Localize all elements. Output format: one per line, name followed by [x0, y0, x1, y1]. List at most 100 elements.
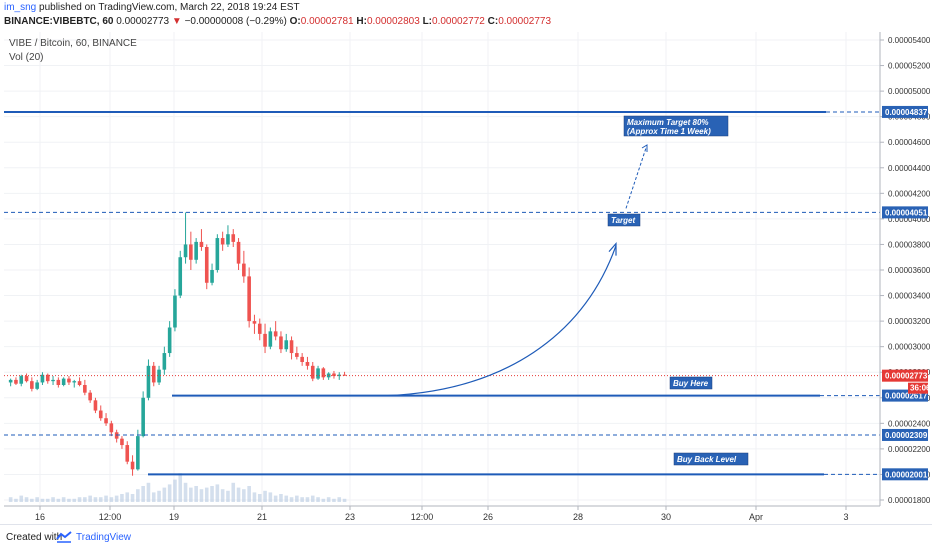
volume-bar: [104, 495, 108, 502]
y-tick-label: 0.00004600: [888, 138, 931, 147]
candle-body: [183, 244, 188, 258]
last-price: 0.00002773: [116, 16, 170, 27]
volume-bar: [61, 497, 66, 502]
volume-bar: [220, 489, 225, 502]
annotation-labels: Maximum Target 80%(Approx Time 1 Week) Ta…: [607, 115, 749, 466]
projection-curve: [387, 144, 648, 397]
candle-body: [194, 241, 198, 260]
last-price-label: 0.00002773: [885, 372, 928, 381]
created-with-text: Created with: [6, 532, 63, 543]
target-price-label-bg: [882, 206, 928, 219]
x-tick-label: 26: [483, 512, 493, 522]
volume-bar: [130, 494, 135, 502]
x-tick-label: 12:00: [99, 512, 122, 522]
volume-legend[interactable]: Vol (20): [9, 52, 44, 63]
ohlc-header: BINANCE:VIBEBTC, 60 0.00002773 ▼ −0.0000…: [4, 16, 551, 27]
candle-body: [136, 436, 140, 470]
y-tick-label: 0.00004000: [888, 215, 931, 224]
candle-body: [300, 356, 304, 362]
x-tick-label: 30: [661, 512, 671, 522]
volume-bar: [310, 495, 315, 502]
candle-body: [236, 241, 241, 264]
high-value: 0.00002803: [366, 16, 420, 27]
candle-body: [56, 379, 61, 385]
volume-bar: [204, 487, 209, 502]
volume-bar: [289, 497, 294, 502]
max-target-price-label: 0.00004837: [885, 108, 928, 117]
buy-here-annotation-bg: [669, 376, 713, 390]
author-link[interactable]: im_sng: [4, 2, 37, 13]
volume-bar: [215, 484, 220, 502]
projection-arrowhead: [608, 242, 617, 256]
candle-body: [252, 321, 257, 324]
volume-bar: [321, 498, 326, 502]
candle-body: [120, 438, 124, 446]
chart-area[interactable]: Maximum Target 80% (Approx Time 1 Week) Ta…: [4, 32, 932, 524]
buy-back-price-label-bg: [882, 468, 928, 481]
volume-bar: [67, 498, 71, 502]
down-arrow-icon: ▼: [171, 16, 182, 27]
low-label: L:: [422, 16, 433, 27]
symbol-label: BINANCE:VIBEBTC, 60: [4, 16, 114, 27]
candle-body: [305, 362, 310, 366]
low-value: 0.00002772: [432, 16, 485, 27]
x-tick-label: 16: [35, 512, 45, 522]
candle-body: [14, 379, 18, 384]
candle-body: [130, 461, 135, 470]
y-tick-label: 0.00002400: [888, 419, 931, 428]
volume-bar: [83, 497, 87, 502]
tradingview-brand[interactable]: TradingView: [76, 532, 132, 543]
volume-bar: [189, 487, 193, 502]
close-label: C:: [487, 16, 499, 27]
open-value: 0.00002781: [300, 16, 354, 27]
volume-bar: [14, 498, 18, 502]
published-text: published on TradingView.com, March 22, …: [36, 2, 300, 13]
volume-bar: [8, 497, 13, 502]
candle-body: [151, 365, 156, 383]
volume-bar: [162, 487, 167, 502]
last-price-label-bg: [882, 369, 928, 382]
candle-body: [72, 381, 77, 383]
volume-bar: [30, 498, 34, 502]
candle-body: [51, 379, 55, 382]
candle-body: [189, 244, 193, 260]
volume-bar: [178, 473, 183, 502]
candle-body: [178, 257, 183, 296]
volume-bar: [35, 497, 39, 502]
candle-body: [316, 368, 320, 379]
series-legend[interactable]: VIBE / Bitcoin, 60, BINANCE: [9, 38, 137, 49]
volume-bar: [151, 492, 156, 502]
candle-body: [263, 333, 267, 347]
x-tick-label: 28: [573, 512, 583, 522]
candle-body: [337, 374, 342, 377]
mid-price-label-bg: [882, 428, 928, 441]
volume-bar: [45, 498, 50, 502]
x-tick-label: 21: [257, 512, 267, 522]
projection-curve-line: [387, 245, 617, 397]
change-value: −0.00000008 (−0.29%): [184, 16, 287, 27]
dashed-arrowhead: [641, 144, 648, 152]
candle-body: [167, 327, 172, 354]
volume-bar: [284, 495, 289, 502]
candle-body: [40, 374, 45, 383]
y-tick-label: 0.00003200: [888, 317, 931, 326]
y-tick-label: 0.00002200: [888, 445, 931, 454]
y-tick-label: 0.00001800: [888, 496, 931, 505]
volume-bar: [316, 497, 320, 502]
candle-body: [295, 353, 299, 357]
buy-back-price-label: 0.00002001: [885, 470, 928, 479]
buy-back-annotation: Buy Back Level: [677, 455, 737, 464]
countdown-bg: [908, 382, 928, 394]
candle-body: [109, 423, 114, 433]
volume-bar: [295, 495, 299, 502]
dashed-projection: [625, 147, 647, 209]
volume-bar: [173, 479, 177, 502]
volume-bar: [51, 497, 55, 502]
volume-bar: [263, 490, 267, 502]
volume-bar: [120, 494, 124, 502]
candle-body: [30, 381, 34, 389]
buy-here-annotation: Buy Here: [673, 379, 709, 388]
price-chart[interactable]: Maximum Target 80%(Approx Time 1 Week) Ta…: [4, 32, 932, 524]
candle-body: [284, 340, 289, 350]
open-label: O:: [289, 16, 301, 27]
